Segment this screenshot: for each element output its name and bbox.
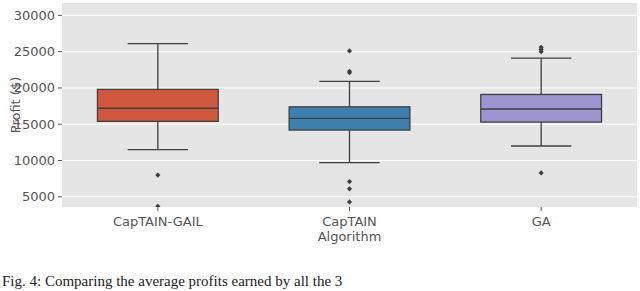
tick-label: 30000 — [14, 8, 55, 23]
whisker-cap — [319, 81, 379, 82]
whisker-cap — [128, 149, 188, 150]
boxes — [97, 44, 601, 207]
median — [481, 108, 602, 109]
flier — [155, 204, 160, 207]
category-label: CapTAINAlgorithm — [318, 214, 382, 244]
category-label: CapTAIN-GAIL — [113, 214, 204, 229]
whisker-cap — [128, 43, 188, 44]
box — [481, 94, 602, 122]
whisker-cap — [319, 162, 379, 163]
tick-label: 25000 — [14, 44, 55, 59]
whisker — [541, 122, 542, 146]
flier — [539, 45, 544, 50]
tick-mark — [58, 196, 62, 197]
whisker — [349, 130, 350, 163]
tick-mark — [58, 160, 62, 161]
flier — [539, 170, 544, 175]
box — [97, 89, 218, 121]
grid-line — [62, 196, 637, 197]
flier — [347, 69, 352, 74]
chart: 50001000015000200002500030000Profit ($)C… — [0, 0, 640, 291]
plot-background — [62, 3, 637, 207]
box — [289, 107, 410, 130]
whisker — [157, 44, 158, 90]
flier — [155, 172, 160, 177]
tick-mark — [58, 124, 62, 125]
tick-mark — [349, 207, 350, 211]
whisker-cap — [511, 58, 571, 59]
flier — [347, 199, 352, 204]
whisker-cap — [511, 145, 571, 146]
flier — [347, 186, 352, 191]
tick-label: 5000 — [22, 189, 55, 204]
category-label: GA — [532, 214, 551, 229]
tick-mark — [58, 51, 62, 52]
whisker — [541, 58, 542, 94]
y-axis-label: Profit ($) — [8, 77, 23, 133]
median — [289, 118, 410, 119]
caption: Fig. 4: Comparing the average profits ea… — [2, 273, 342, 289]
whisker — [349, 81, 350, 106]
tick-mark — [58, 87, 62, 88]
flier — [347, 48, 352, 53]
tick-mark — [541, 207, 542, 211]
flier — [347, 179, 352, 184]
tick-mark — [157, 207, 158, 211]
whisker — [157, 121, 158, 149]
grid-line — [62, 15, 637, 16]
tick-mark — [58, 15, 62, 16]
tick-label: 10000 — [14, 153, 55, 168]
median — [97, 108, 218, 109]
